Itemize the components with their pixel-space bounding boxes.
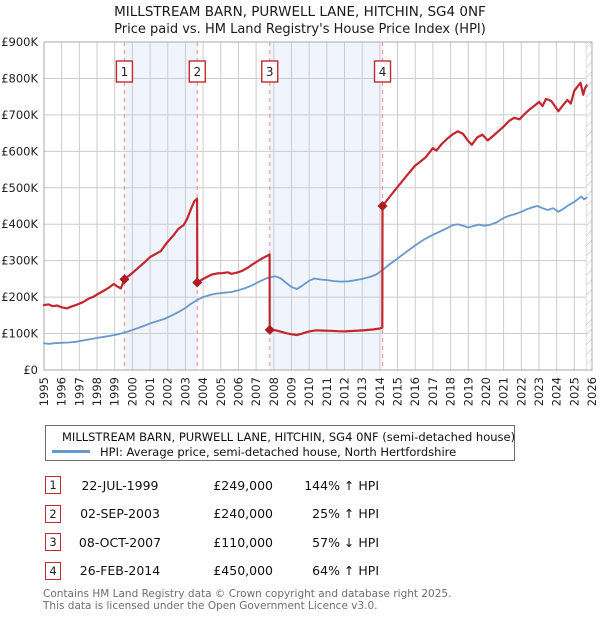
hpi-line	[43, 195, 588, 345]
sale-label-number-3: 3	[266, 65, 274, 79]
legend-label-price: MILLSTREAM BARN, PURWELL LANE, HITCHIN, …	[62, 429, 516, 444]
axis-labels: £0 £100K £200K £300K £400K £500K £600K £700K £80…	[1, 35, 599, 406]
x-tick-label: 2006	[231, 377, 245, 406]
transaction-number-badge: 3	[45, 533, 61, 552]
future-hatch	[585, 41, 593, 371]
price-paid-line	[42, 81, 588, 337]
legend-row-price: MILLSTREAM BARN, PURWELL LANE, HITCHIN, …	[52, 429, 516, 444]
x-tick-label: 2015	[391, 377, 405, 406]
sale-marker-1	[119, 274, 130, 285]
hpi-line-swatch	[52, 450, 90, 453]
sale-label-box-2	[188, 60, 206, 83]
x-tick-label: 2026	[585, 377, 599, 406]
x-tick-label: 2024	[550, 377, 564, 406]
transaction-number-badge: 1	[45, 476, 61, 495]
y-tick-label: £100K	[1, 327, 38, 341]
chart-subtitle: Price paid vs. HM Land Registry's House …	[114, 22, 486, 37]
chart-title-block: MILLSTREAM BARN, PURWELL LANE, HITCHIN, …	[0, 3, 600, 39]
chart-legend: MILLSTREAM BARN, PURWELL LANE, HITCHIN, …	[45, 425, 515, 461]
table-row: 4 26-FEB-2014 £450,000 64% ↑ HPI	[45, 557, 385, 586]
sale-label-number-1: 1	[121, 65, 129, 79]
x-tick-label: 1996	[55, 377, 69, 406]
y-tick-label: £300K	[1, 254, 38, 268]
transaction-date: 02-SEP-2003	[80, 506, 160, 522]
x-tick-label: 2023	[532, 377, 546, 406]
x-tick-label: 1997	[72, 377, 86, 406]
x-tick-label: 2009	[284, 377, 298, 406]
y-tick-label: £600K	[1, 144, 38, 158]
x-tick-label: 1998	[90, 377, 104, 406]
transaction-price: £240,000	[213, 506, 273, 522]
plot-frame	[43, 41, 593, 371]
x-tick-label: 2003	[178, 377, 192, 406]
data-series	[42, 81, 588, 345]
x-tick-label: 2000	[125, 377, 139, 406]
y-tick-label: £800K	[1, 71, 38, 85]
x-tick-label: 2011	[320, 377, 334, 406]
y-tick-label: £0	[23, 363, 38, 377]
y-tick-label: £200K	[1, 290, 38, 304]
ownership-bands	[124, 42, 383, 370]
future-hatch-strip	[585, 41, 593, 371]
sale-label-box-4	[373, 60, 392, 83]
x-tick-label: 2021	[497, 377, 511, 406]
footer-line-1: Contains HM Land Registry data © Crown c…	[43, 588, 452, 600]
x-tick-label: 2001	[143, 377, 157, 406]
x-tick-label: 2022	[514, 377, 528, 406]
x-tick-label: 2002	[161, 377, 175, 406]
chart-title: MILLSTREAM BARN, PURWELL LANE, HITCHIN, …	[114, 4, 486, 20]
footer-line-2: This data is licensed under the Open Gov…	[43, 599, 378, 612]
sale-label-number-4: 4	[379, 65, 387, 79]
y-tick-label: £900K	[1, 35, 38, 49]
x-tick-label: 2020	[479, 377, 493, 406]
x-tick-label: 2007	[249, 377, 263, 406]
sale-label-number-2: 2	[193, 65, 201, 79]
plot-border	[43, 41, 593, 371]
x-tick-label: 2014	[373, 377, 387, 406]
price-history-chart: 1 2 3 4 £0 £100K £200K £300K £400K £500K £600K £70…	[1, 35, 599, 406]
legend-label-hpi: HPI: Average price, semi-detached house,…	[100, 444, 457, 459]
x-tick-label: 2019	[461, 377, 475, 406]
transaction-price: £450,000	[213, 563, 273, 579]
x-tick-label: 2005	[214, 377, 228, 406]
table-row: 1 22-JUL-1999 £249,000 144% ↑ HPI	[45, 471, 385, 500]
y-tick-label: £500K	[1, 181, 38, 195]
x-tick-label: 2018	[444, 377, 458, 406]
transaction-hpi-change: 144% ↑ HPI	[304, 477, 379, 493]
x-tick-label: 2010	[302, 377, 316, 406]
x-tick-label: 2016	[408, 377, 422, 406]
license-footer: Contains HM Land Registry data © Crown c…	[43, 588, 583, 612]
table-row: 3 08-OCT-2007 £110,000 57% ↓ HPI	[45, 528, 385, 557]
sale-label-box-1	[115, 60, 134, 83]
x-tick-label: 2017	[426, 377, 440, 406]
y-tick-label: £700K	[1, 108, 38, 122]
sale-label-box-3	[261, 60, 279, 83]
transaction-hpi-change: 57% ↓ HPI	[312, 534, 379, 550]
transaction-number-badge: 2	[45, 504, 61, 523]
transactions-table: 1 22-JUL-1999 £249,000 144% ↑ HPI 2 02-S…	[45, 471, 385, 585]
sale-marker-3	[264, 324, 275, 335]
x-tick-label: 2004	[196, 377, 210, 406]
sale-marker-4	[377, 201, 388, 211]
x-tick-label: 2008	[267, 377, 281, 406]
transaction-number-badge: 4	[45, 561, 61, 580]
x-tick-label: 2012	[338, 377, 352, 406]
transaction-hpi-change: 64% ↑ HPI	[312, 563, 379, 579]
transaction-price: £249,000	[213, 477, 273, 493]
sale-markers: 1 2 3 4	[115, 60, 392, 335]
x-tick-label: 2025	[567, 377, 581, 406]
x-tick-label: 1999	[108, 377, 122, 406]
sale-marker-2	[192, 277, 203, 288]
ownership-band	[269, 42, 383, 370]
y-tick-label: £400K	[1, 217, 38, 231]
legend-row-hpi: HPI: Average price, semi-detached house,…	[52, 444, 514, 459]
transaction-date: 08-OCT-2007	[78, 534, 162, 550]
transaction-hpi-change: 25% ↑ HPI	[312, 506, 379, 522]
transaction-price: £110,000	[213, 534, 273, 550]
x-tick-label: 1995	[37, 377, 51, 406]
x-tick-label: 2013	[355, 377, 369, 406]
transaction-date: 22-JUL-1999	[81, 477, 159, 493]
table-row: 2 02-SEP-2003 £240,000 25% ↑ HPI	[45, 500, 385, 529]
transaction-date: 26-FEB-2014	[79, 563, 161, 579]
